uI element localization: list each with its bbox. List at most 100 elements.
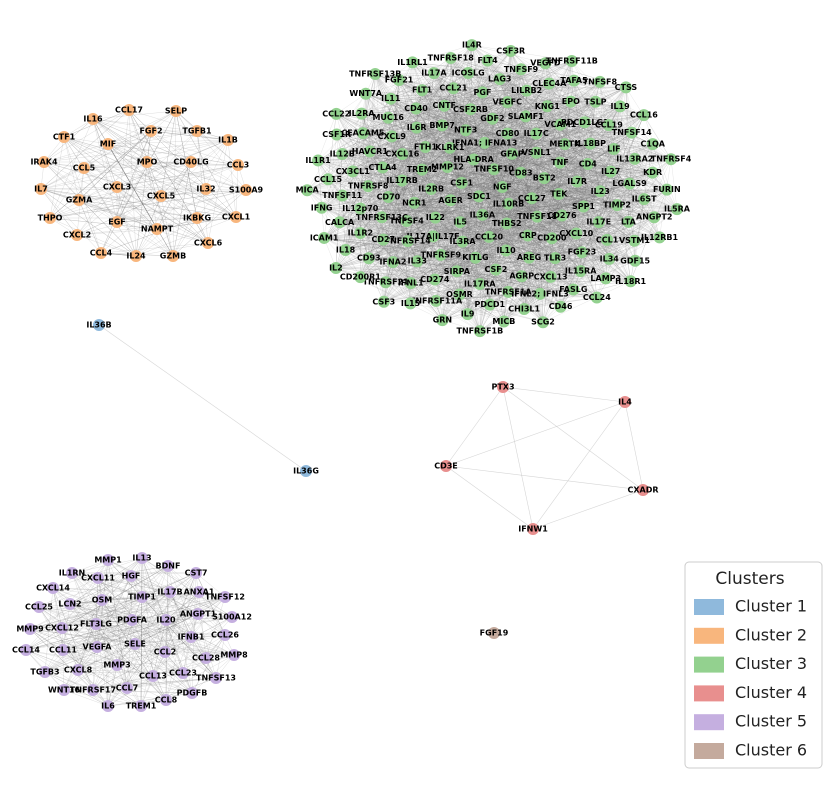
node-label: CCL2 bbox=[154, 648, 176, 657]
node-label: CCL7 bbox=[116, 684, 138, 693]
node-label: TNFSF8 bbox=[583, 77, 618, 86]
node-label: CCL1 bbox=[596, 235, 619, 244]
node-label: IL17E bbox=[586, 218, 611, 227]
node-label: AREG bbox=[517, 253, 541, 262]
node-label: KLRK1 bbox=[435, 143, 465, 152]
node-label: CCL4 bbox=[90, 249, 113, 258]
node-label: CD27 bbox=[371, 235, 395, 244]
node-label: IL33 bbox=[408, 257, 427, 266]
node-label: IL18R1 bbox=[615, 277, 646, 286]
node-label: CD274 bbox=[420, 275, 450, 284]
node-label: IFNW1 bbox=[518, 525, 548, 534]
node-label: CSF2RB bbox=[453, 105, 488, 114]
edge bbox=[503, 387, 625, 402]
node-label: TNFSF14 bbox=[612, 128, 652, 137]
node-label: CRP bbox=[519, 231, 537, 240]
node-label: MPO bbox=[137, 158, 158, 167]
legend-swatch bbox=[694, 685, 724, 701]
node-label: IL36B bbox=[86, 321, 111, 330]
node-label: ICOSLG bbox=[452, 68, 485, 77]
node-label: CXCL12 bbox=[45, 624, 79, 633]
node-label: CCL13 bbox=[139, 672, 167, 681]
node-label: TNFRSF4 bbox=[651, 155, 692, 164]
legend-label: Cluster 3 bbox=[735, 654, 807, 673]
node-label: IL27 bbox=[601, 167, 620, 176]
node-label: IL36A bbox=[470, 210, 496, 219]
node-label: CD46 bbox=[549, 302, 573, 311]
node-label: CCL28 bbox=[192, 654, 220, 663]
node-label: IL16 bbox=[83, 115, 103, 124]
node-label: CTLA4 bbox=[369, 163, 398, 172]
node-label: CCL25 bbox=[25, 603, 53, 612]
node-label: NGF bbox=[493, 183, 512, 192]
node-label: MICB bbox=[492, 317, 515, 326]
edge bbox=[129, 110, 161, 196]
node-label: IL2 bbox=[329, 263, 343, 272]
node-label: IL36G bbox=[293, 467, 319, 476]
node-label: NCR1 bbox=[402, 198, 427, 207]
node-label: ANGPT1 bbox=[180, 610, 217, 619]
node-label: MICA bbox=[296, 186, 320, 195]
node-label: IL12B bbox=[330, 149, 355, 158]
node-label: CSF3R bbox=[496, 47, 525, 56]
node-label: S100A9 bbox=[229, 186, 264, 195]
node-label: IL1R1 bbox=[305, 156, 331, 165]
node-label: BDNF bbox=[156, 562, 181, 571]
node-label: CXCL16 bbox=[385, 150, 419, 159]
node-label: IL4 bbox=[618, 398, 632, 407]
node-label: PDGFB bbox=[177, 689, 208, 698]
node-label: CD40LG bbox=[173, 158, 208, 167]
node-label: CCL5 bbox=[73, 164, 96, 173]
node-label: FURIN bbox=[653, 185, 681, 194]
node-label: SCG2 bbox=[531, 318, 555, 327]
node-label: BST2 bbox=[533, 174, 556, 183]
node-label: CD200R1 bbox=[340, 273, 381, 282]
legend-title: Clusters bbox=[715, 569, 784, 589]
node-label: TNFRSF18 bbox=[428, 53, 475, 62]
node-label: CXCL8 bbox=[64, 666, 93, 675]
node-label: GRN bbox=[433, 316, 452, 325]
node-label: CD80 bbox=[496, 129, 520, 138]
edge bbox=[62, 628, 64, 690]
node-label: CCL23 bbox=[169, 669, 197, 678]
edge bbox=[79, 200, 101, 253]
node-label: IL13 bbox=[132, 554, 151, 563]
node-label: IL5RA bbox=[664, 205, 691, 214]
node-label: GZMA bbox=[66, 196, 93, 205]
node-label: MMP3 bbox=[103, 661, 130, 670]
node-label: IL6 bbox=[101, 702, 115, 711]
node-label: IL32 bbox=[196, 185, 215, 194]
edge bbox=[503, 387, 533, 529]
node-label: TEK bbox=[550, 189, 568, 198]
node-label: EGF bbox=[108, 218, 126, 227]
node-label: WNT7A bbox=[349, 89, 383, 98]
node-label: TNFRSF13B bbox=[349, 70, 401, 79]
node-label: S100A12 bbox=[212, 613, 252, 622]
node-label: THPO bbox=[38, 214, 63, 223]
node-label: CD3E bbox=[434, 462, 458, 471]
node-label: IL6ST bbox=[632, 195, 657, 204]
node-label: PGF bbox=[474, 88, 492, 97]
node-label: IL22 bbox=[426, 213, 445, 222]
edge bbox=[446, 387, 503, 466]
node-label: TNFSF13 bbox=[196, 674, 236, 683]
node-label: CSF2 bbox=[484, 265, 507, 274]
node-label: SELE bbox=[124, 640, 146, 649]
node-label: IL9 bbox=[461, 310, 475, 319]
node-label: CXCL6 bbox=[194, 239, 223, 248]
node-label: CCL15 bbox=[314, 175, 342, 184]
node-label: NTF3 bbox=[454, 126, 477, 135]
legend-swatch bbox=[694, 628, 724, 644]
node-label: VSNL1 bbox=[522, 148, 552, 157]
node-label: SDC1 bbox=[467, 192, 491, 201]
node-label: IL1R2 bbox=[348, 229, 373, 238]
node-label: CST7 bbox=[185, 569, 208, 578]
legend-label: Cluster 4 bbox=[735, 683, 807, 702]
node-label: LAG3 bbox=[488, 75, 511, 84]
node-label: CHI3L1 bbox=[508, 304, 540, 313]
legend-swatch bbox=[694, 743, 724, 759]
node-label: CCL14 bbox=[12, 646, 40, 655]
node-label: IL1B bbox=[218, 136, 238, 145]
node-label: CCL26 bbox=[211, 631, 239, 640]
